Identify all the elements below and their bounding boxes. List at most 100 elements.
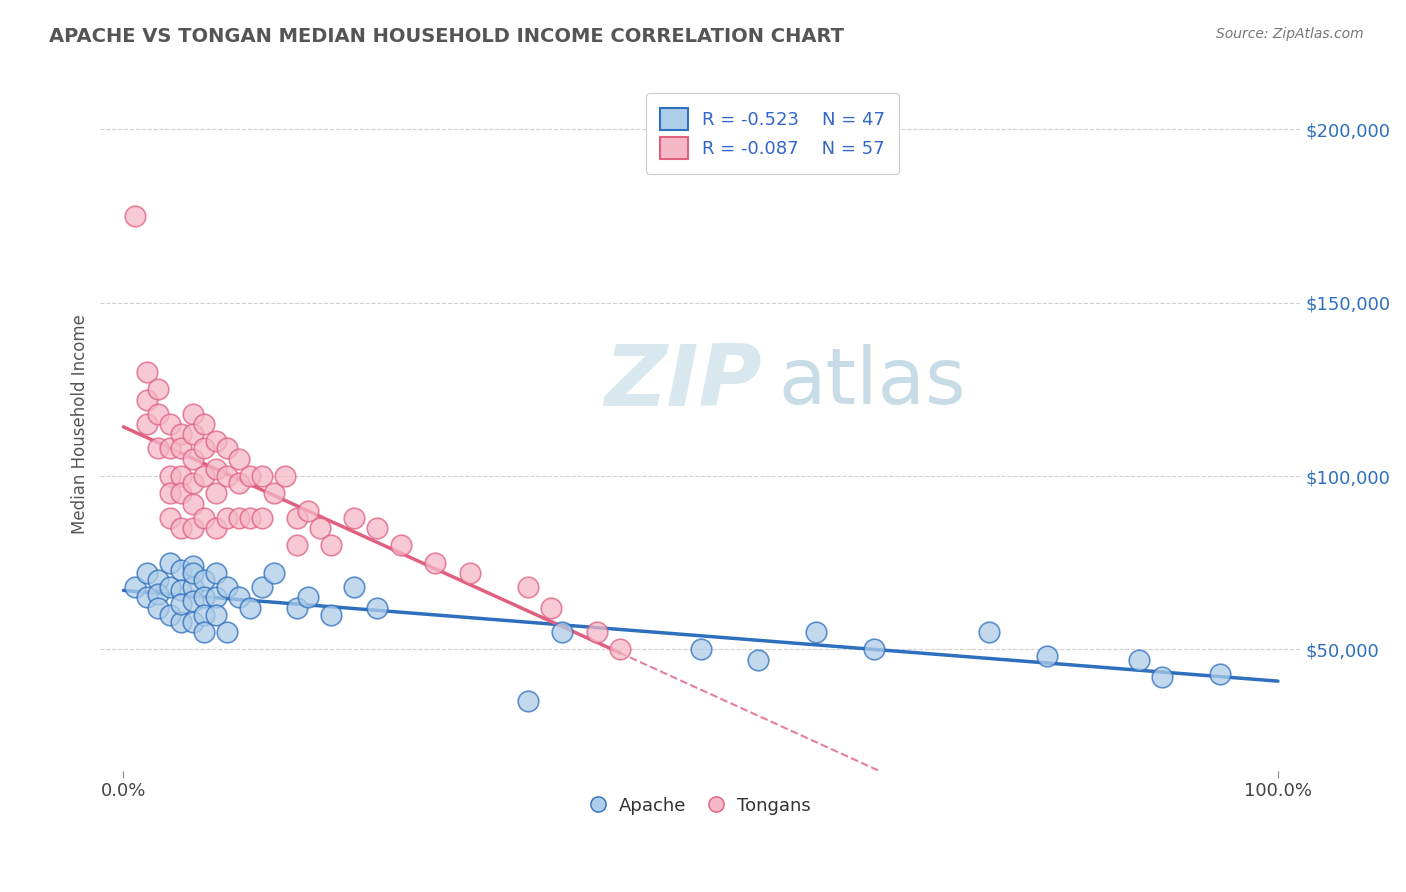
Point	[516, 580, 538, 594]
Point	[181, 615, 204, 629]
Point	[124, 580, 146, 594]
Y-axis label: Median Household Income: Median Household Income	[72, 314, 89, 534]
Point	[159, 607, 181, 622]
Point	[297, 591, 319, 605]
Point	[297, 504, 319, 518]
Point	[181, 407, 204, 421]
Point	[159, 417, 181, 431]
Point	[159, 580, 181, 594]
Point	[146, 407, 169, 421]
Point	[159, 510, 181, 524]
Point	[135, 417, 157, 431]
Point	[193, 510, 215, 524]
Point	[135, 365, 157, 379]
Point	[135, 566, 157, 581]
Point	[159, 469, 181, 483]
Point	[217, 469, 239, 483]
Point	[170, 442, 193, 456]
Point	[250, 580, 273, 594]
Point	[217, 510, 239, 524]
Point	[609, 642, 631, 657]
Point	[170, 521, 193, 535]
Point	[1152, 670, 1174, 684]
Point	[193, 625, 215, 640]
Point	[170, 615, 193, 629]
Point	[159, 442, 181, 456]
Point	[170, 486, 193, 500]
Point	[239, 510, 262, 524]
Legend: Apache, Tongans: Apache, Tongans	[581, 788, 820, 824]
Point	[343, 510, 366, 524]
Point	[228, 510, 250, 524]
Point	[193, 469, 215, 483]
Point	[804, 625, 827, 640]
Point	[146, 587, 169, 601]
Point	[551, 625, 574, 640]
Point	[343, 580, 366, 594]
Point	[366, 600, 388, 615]
Point	[321, 538, 343, 552]
Text: APACHE VS TONGAN MEDIAN HOUSEHOLD INCOME CORRELATION CHART: APACHE VS TONGAN MEDIAN HOUSEHOLD INCOME…	[49, 27, 844, 45]
Point	[250, 510, 273, 524]
Point	[170, 427, 193, 442]
Point	[181, 594, 204, 608]
Point	[228, 451, 250, 466]
Point	[204, 434, 226, 449]
Point	[135, 591, 157, 605]
Point	[228, 475, 250, 490]
Point	[193, 417, 215, 431]
Point	[1128, 653, 1150, 667]
Point	[239, 600, 262, 615]
Point	[170, 469, 193, 483]
Point	[540, 600, 562, 615]
Point	[170, 563, 193, 577]
Point	[204, 607, 226, 622]
Point	[135, 392, 157, 407]
Point	[159, 556, 181, 570]
Text: ZIP: ZIP	[605, 341, 762, 424]
Point	[146, 442, 169, 456]
Point	[217, 442, 239, 456]
Point	[181, 521, 204, 535]
Point	[193, 442, 215, 456]
Point	[1209, 666, 1232, 681]
Point	[204, 462, 226, 476]
Point	[146, 600, 169, 615]
Point	[181, 566, 204, 581]
Text: atlas: atlas	[779, 344, 966, 420]
Text: Source: ZipAtlas.com: Source: ZipAtlas.com	[1216, 27, 1364, 41]
Point	[159, 486, 181, 500]
Point	[181, 475, 204, 490]
Point	[1036, 649, 1059, 664]
Point	[263, 486, 285, 500]
Point	[193, 591, 215, 605]
Point	[979, 625, 1001, 640]
Point	[263, 566, 285, 581]
Point	[285, 600, 308, 615]
Point	[146, 383, 169, 397]
Point	[217, 625, 239, 640]
Point	[181, 451, 204, 466]
Point	[146, 573, 169, 587]
Point	[689, 642, 711, 657]
Point	[193, 607, 215, 622]
Point	[285, 538, 308, 552]
Point	[204, 566, 226, 581]
Point	[181, 497, 204, 511]
Point	[181, 559, 204, 574]
Point	[181, 580, 204, 594]
Point	[308, 521, 330, 535]
Point	[217, 580, 239, 594]
Point	[204, 521, 226, 535]
Point	[204, 591, 226, 605]
Point	[204, 486, 226, 500]
Point	[585, 625, 607, 640]
Point	[250, 469, 273, 483]
Point	[321, 607, 343, 622]
Point	[389, 538, 412, 552]
Point	[747, 653, 769, 667]
Point	[863, 642, 886, 657]
Point	[516, 694, 538, 708]
Point	[170, 583, 193, 598]
Point	[228, 591, 250, 605]
